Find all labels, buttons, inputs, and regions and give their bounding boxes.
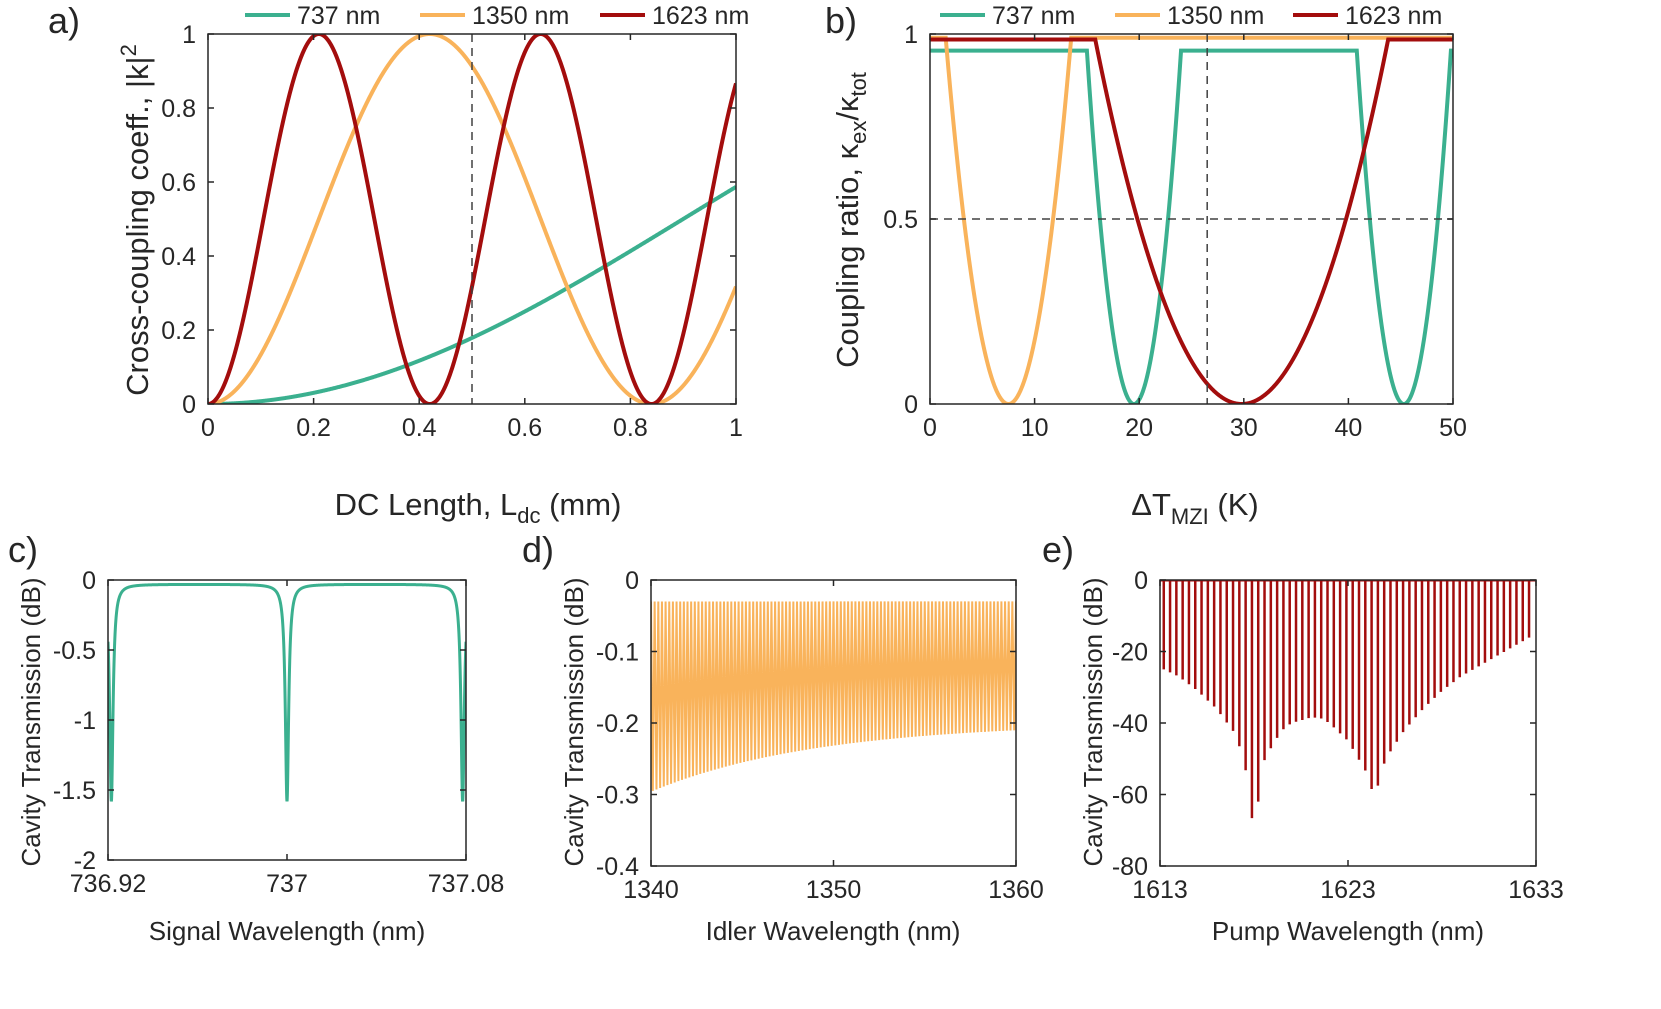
x-tick-label-a: 0.8: [613, 414, 648, 442]
x-tick-label-a: 0.6: [507, 414, 542, 442]
x-tick-label-c: 737: [266, 870, 308, 898]
x-tick-label-e: 1623: [1320, 876, 1376, 904]
x-tick-label-c: 736.92: [70, 870, 146, 898]
y-tick-label-a: 0.8: [161, 95, 196, 123]
x-tick-label-b: 40: [1334, 414, 1362, 442]
series-group-b: [930, 35, 1453, 404]
y-tick-label-a: 0.4: [161, 243, 196, 271]
x-axis-label-d: Idler Wavelength (nm): [706, 916, 961, 946]
y-tick-label-e: 0: [1134, 567, 1148, 595]
x-axis-label-b: ΔTMZI (K): [1131, 487, 1258, 529]
x-axis-label-e: Pump Wavelength (nm): [1212, 916, 1484, 946]
legend-b: 737 nm 1350 nm 1623 nm: [940, 2, 1442, 30]
panel-c: c) 736.92 737 737.08 -2 -1.5 -1 -0.5 0 Signal W…: [8, 529, 504, 946]
y-tick-label-b: 1: [904, 21, 918, 49]
y-tick-label-a: 0.6: [161, 169, 196, 197]
legend-label-1623-b: 1623 nm: [1345, 2, 1442, 30]
y-tick-label-c: -2: [74, 847, 96, 875]
panel-label-d: d): [522, 529, 554, 570]
x-tick-label-c: 737.08: [428, 870, 504, 898]
x-axis-label-a: DC Length, Ldc (mm): [335, 487, 622, 528]
legend-a: 737 nm 1350 nm 1623 nm: [245, 2, 749, 30]
x-tick-label-b: 50: [1439, 414, 1467, 442]
x-tick-label-a: 0: [201, 414, 215, 442]
x-tick-label-b: 10: [1021, 414, 1049, 442]
x-tick-label-a: 0.4: [402, 414, 437, 442]
legend-label-1350-a: 1350 nm: [472, 2, 569, 30]
panel-label-a: a): [48, 0, 80, 41]
x-tick-label-e: 1613: [1132, 876, 1188, 904]
y-tick-label-d: -0.3: [596, 782, 639, 810]
y-tick-label-d: -0.4: [596, 853, 639, 881]
y-axis-label-b: Coupling ratio, κex/κtot: [830, 72, 871, 368]
series-line-d-idler: [651, 601, 1016, 791]
panel-label-c: c): [8, 529, 38, 570]
panel-e: e) 1613 1623 1633 -80 -60 -40 -20 0 Pump Wavele…: [1042, 529, 1564, 946]
plot-area-e: 1613 1623 1633 -80 -60 -40 -20 0: [1112, 567, 1564, 904]
x-tick-label-b: 30: [1230, 414, 1258, 442]
axes-frame-a: [207, 33, 737, 405]
y-tick-label-d: -0.2: [596, 710, 639, 738]
y-tick-label-c: 0: [82, 567, 96, 595]
series-line-a-737-nm: [208, 185, 736, 404]
series-group-e: [1160, 580, 1536, 819]
x-tick-label-d: 1350: [806, 876, 862, 904]
legend-label-737-a: 737 nm: [297, 2, 380, 30]
panel-b: b) 0 10 20 30 40 50 0 0.5 1 ΔTMZI (K) Coupling r…: [825, 0, 1467, 529]
y-tick-label-e: -20: [1112, 639, 1148, 667]
y-tick-label-a: 1: [182, 21, 196, 49]
x-tick-label-d: 1340: [623, 876, 679, 904]
y-tick-label-e: -40: [1112, 710, 1148, 738]
x-tick-label-a: 0.2: [296, 414, 331, 442]
series-line-b-1350-nm: [930, 35, 1453, 404]
series-line-b-737-nm: [930, 48, 1453, 404]
x-axis-label-c: Signal Wavelength (nm): [149, 916, 426, 946]
y-tick-label-c: -0.5: [53, 637, 96, 665]
y-tick-label-d: -0.1: [596, 639, 639, 667]
series-line-c-signal: [108, 582, 466, 802]
legend-label-1350-b: 1350 nm: [1167, 2, 1264, 30]
plot-area-b: 0 10 20 30 40 50 0 0.5 1: [883, 21, 1467, 442]
x-tick-label-a: 1: [729, 414, 743, 442]
x-tick-label-b: 0: [923, 414, 937, 442]
y-tick-label-e: -60: [1112, 782, 1148, 810]
plot-area-a: 0 0.2 0.4 0.6 0.8 1 0 0.2 0.4 0.6 0.8 1: [161, 21, 743, 442]
y-axis-label-e: Cavity Transmission (dB): [1078, 578, 1108, 867]
y-tick-label-e: -80: [1112, 853, 1148, 881]
x-tick-label-b: 20: [1125, 414, 1153, 442]
series-group-d: [651, 601, 1016, 791]
y-tick-label-c: -1: [74, 707, 96, 735]
panel-label-e: e): [1042, 529, 1074, 570]
y-tick-label-a: 0: [182, 391, 196, 419]
panel-a: a) 0 0.2 0.4 0.6 0.8 1 0 0.2 0.4 0.6 0.8 1 DC Lengt…: [48, 0, 749, 528]
x-tick-label-e: 1633: [1508, 876, 1564, 904]
panel-d: d) 1340 1350 1360 -0.4 -0.3 -0.2 -0.1 0 Idler W…: [522, 529, 1044, 946]
plot-area-c: 736.92 737 737.08 -2 -1.5 -1 -0.5 0: [53, 567, 504, 898]
legend-label-1623-a: 1623 nm: [652, 2, 749, 30]
y-tick-label-b: 0.5: [883, 206, 918, 234]
y-tick-label-b: 0: [904, 391, 918, 419]
y-tick-label-d: 0: [625, 567, 639, 595]
series-group-c: [108, 582, 466, 802]
plot-area-d: 1340 1350 1360 -0.4 -0.3 -0.2 -0.1 0: [596, 567, 1044, 904]
x-tick-label-d: 1360: [988, 876, 1044, 904]
y-tick-label-a: 0.2: [161, 317, 196, 345]
series-line-b-1623-nm: [930, 37, 1453, 404]
y-axis-label-a: Cross-coupling coeff., |k|2: [116, 44, 155, 396]
y-tick-label-c: -1.5: [53, 777, 96, 805]
y-axis-label-d: Cavity Transmission (dB): [559, 578, 589, 867]
legend-label-737-b: 737 nm: [992, 2, 1075, 30]
y-axis-label-c: Cavity Transmission (dB): [16, 578, 46, 867]
panel-label-b: b): [825, 0, 857, 41]
